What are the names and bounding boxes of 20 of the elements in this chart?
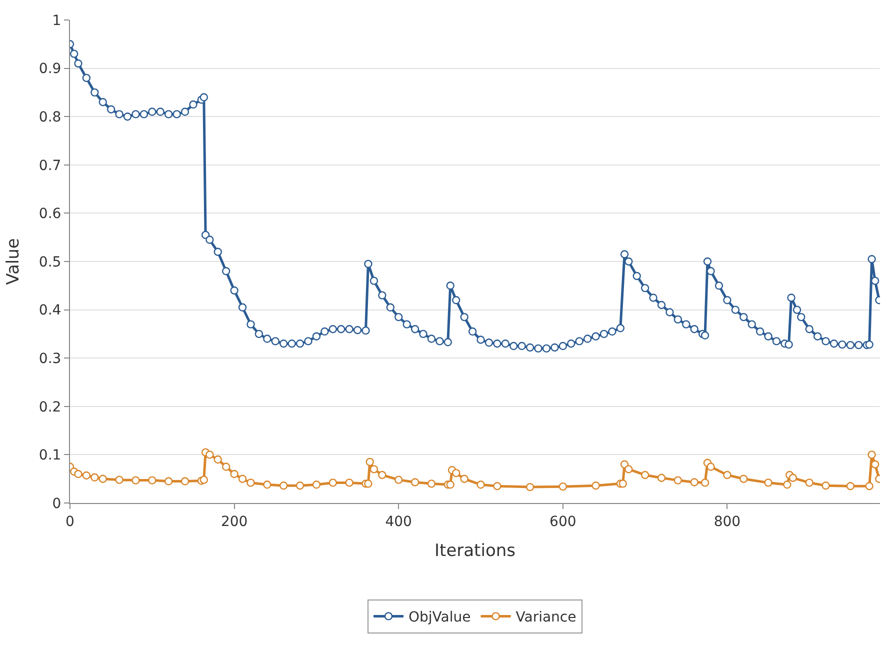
- legend-label: Variance: [516, 610, 576, 626]
- y-tick-label: 0.4: [38, 302, 62, 319]
- x-tick-label: 600: [550, 514, 576, 530]
- y-tick-label: 0: [52, 496, 62, 512]
- y-tick-label: 0.6: [38, 206, 62, 222]
- y-tick-label: 0.2: [38, 399, 62, 416]
- y-tick-label: 0.7: [38, 158, 62, 174]
- y-tick-label: 0.8: [38, 110, 62, 126]
- y-tick-label: 0.1: [38, 448, 62, 464]
- x-tick-label: 800: [714, 514, 741, 530]
- y-tick-label: 0.5: [38, 254, 62, 270]
- x-axis-title: Iterations: [434, 541, 516, 562]
- y-tick-label: 0.9: [38, 61, 62, 78]
- legend-label: ObjValue: [408, 610, 471, 626]
- x-tick-label: 400: [385, 514, 412, 530]
- y-tick-label: 1: [52, 12, 62, 29]
- x-tick-label: 0: [66, 514, 74, 530]
- x-tick-label: 200: [220, 514, 248, 530]
- y-tick-label: 0.3: [38, 351, 62, 367]
- y-axis-title: Value: [3, 238, 24, 285]
